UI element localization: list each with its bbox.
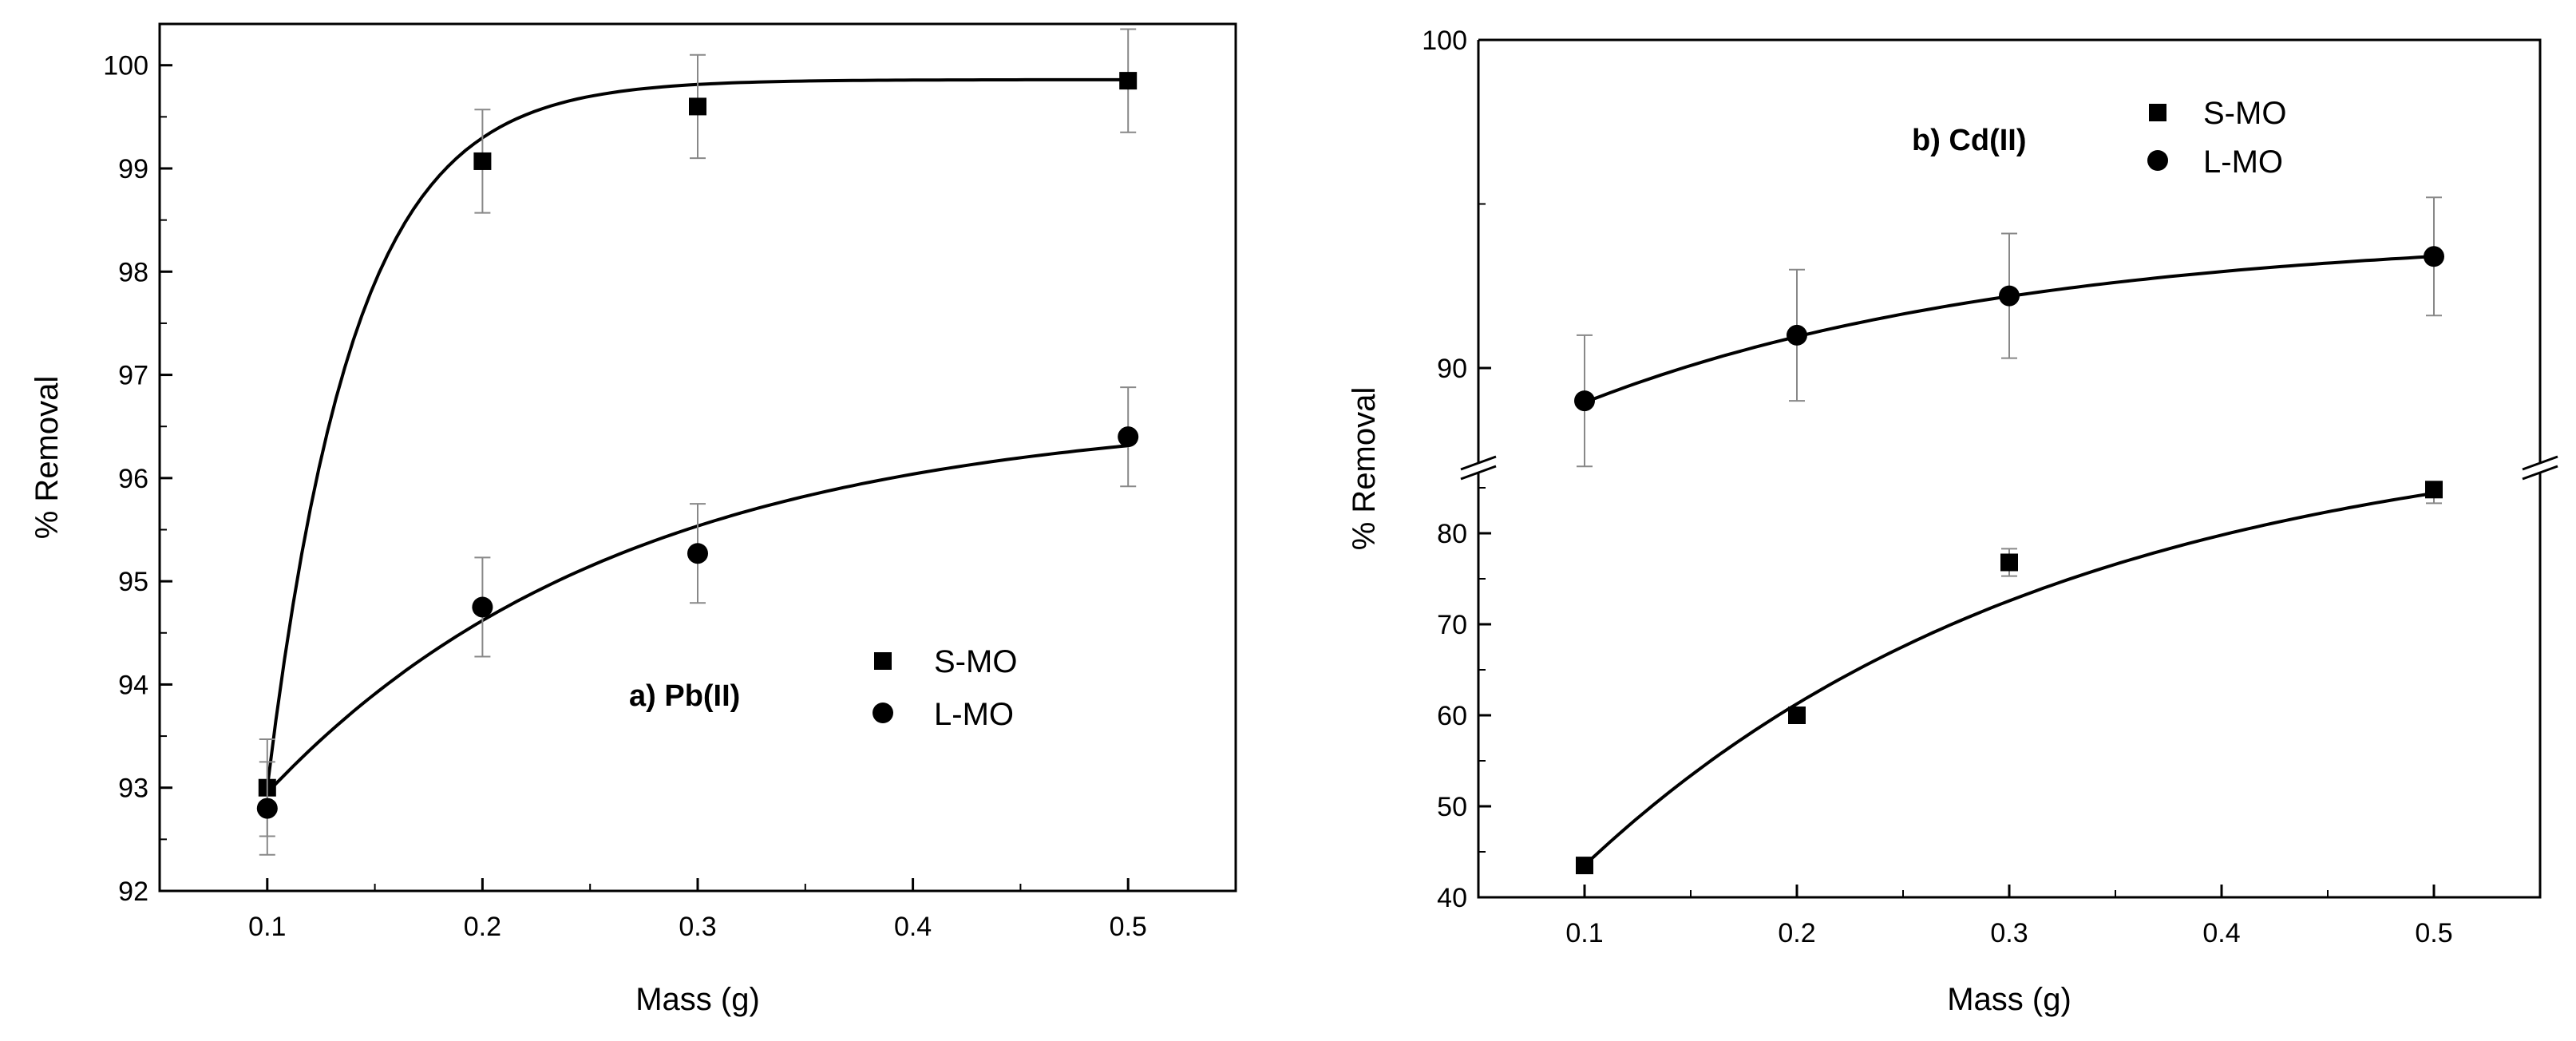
x-tick-label: 0.2 <box>464 912 501 942</box>
data-point-s-mo <box>473 152 492 170</box>
y-tick-label: 95 <box>118 567 148 597</box>
y-tick-label: 97 <box>118 361 148 391</box>
y-tick-label: 96 <box>118 464 148 494</box>
panel-b-legend: S-MO L-MO <box>2147 96 2286 180</box>
panel-a-x-ticks: 0.1 0.2 0.3 0.4 0.5 <box>159 878 1147 942</box>
axis-break-mark <box>2522 455 2558 471</box>
panel-a-y-axis-title: % Removal <box>30 376 65 540</box>
y-tick-label: 50 <box>1437 792 1467 822</box>
y-tick-label: 40 <box>1437 883 1467 913</box>
data-point-l-mo <box>687 543 708 564</box>
y-tick-label: 100 <box>103 51 148 81</box>
y-tick-label: 98 <box>118 257 148 287</box>
panel-a-y-ticks: 92 93 94 95 96 97 98 99 100 <box>103 51 172 907</box>
x-tick-label: 0.4 <box>894 912 932 942</box>
axis-break-mark <box>2522 465 2558 481</box>
x-tick-label: 0.2 <box>1778 918 1815 948</box>
panel-a-x-axis-title: Mass (g) <box>635 982 760 1017</box>
data-point-s-mo <box>1576 857 1593 875</box>
y-tick-label: 90 <box>1437 354 1467 384</box>
panel-a-pb: 0.1 0.2 0.3 0.4 0.5 92 93 94 95 96 97 98 99 100 Mass… <box>30 22 1237 1017</box>
panel-b-y-axis-title: % Removal <box>1347 387 1382 551</box>
panel-a-annotation: a) Pb(II) <box>629 679 740 713</box>
y-tick-label: 100 <box>1422 26 1467 56</box>
data-point-l-mo <box>1574 390 1595 412</box>
data-point-s-mo <box>2000 553 2018 572</box>
data-point-l-mo <box>256 798 278 819</box>
y-tick-label: 80 <box>1437 519 1467 549</box>
panel-a-legend: S-MO L-MO <box>873 644 1017 732</box>
data-point-s-mo <box>1119 72 1138 90</box>
y-tick-label: 92 <box>118 877 148 907</box>
x-tick-label: 0.1 <box>248 912 286 942</box>
panel-b-cd: 0.1 0.2 0.3 0.4 0.5 90 100 40 50 60 70 80 Mass (g)… <box>1347 26 2558 1017</box>
y-tick-label: 94 <box>118 670 148 700</box>
x-tick-label: 0.3 <box>1990 918 2028 948</box>
axis-break-mark <box>1460 455 1497 471</box>
panel-a-legend-l-mo: L-MO <box>934 697 1014 732</box>
panel-a-legend-s-mo: S-MO <box>934 644 1017 679</box>
panel-a-plot-area <box>256 28 1139 856</box>
panel-b-annotation: b) Cd(II) <box>1912 124 2027 157</box>
x-tick-label: 0.3 <box>679 912 716 942</box>
y-tick-label: 70 <box>1437 610 1467 640</box>
data-point-l-mo <box>472 596 493 618</box>
fit-curve-s-mo <box>1583 491 2435 867</box>
y-tick-label: 93 <box>118 774 148 804</box>
y-tick-label: 60 <box>1437 701 1467 731</box>
data-point-l-mo <box>2424 246 2444 267</box>
panel-b-axis-break-marks <box>1460 455 2558 481</box>
data-point-s-mo <box>1788 707 1806 724</box>
fit-curve-l-mo <box>266 444 1129 794</box>
panel-b-y-ticks: 90 100 40 50 60 70 80 <box>1422 26 1491 913</box>
panel-b-x-axis-title: Mass (g) <box>1947 982 2071 1017</box>
x-tick-label: 0.4 <box>2202 918 2240 948</box>
panel-a-legend-square-marker <box>874 652 892 670</box>
panel-b-legend-s-mo: S-MO <box>2203 96 2286 131</box>
panel-b-plot-area <box>1574 196 2444 875</box>
panel-b-legend-circle-marker <box>2147 150 2168 171</box>
panel-b-plot-frame <box>1477 38 2542 899</box>
data-point-l-mo <box>1787 324 1807 346</box>
panel-b-legend-l-mo: L-MO <box>2203 144 2283 180</box>
data-point-l-mo <box>1118 426 1139 448</box>
panel-b-legend-square-marker <box>2149 104 2166 121</box>
axis-break-mark <box>1460 465 1497 481</box>
data-point-s-mo <box>689 97 706 116</box>
y-tick-label: 99 <box>118 154 148 184</box>
data-point-s-mo <box>2425 481 2443 499</box>
panel-b-x-ticks: 0.1 0.2 0.3 0.4 0.5 <box>1478 885 2453 948</box>
x-tick-label: 0.1 <box>1565 918 1603 948</box>
x-tick-label: 0.5 <box>1110 912 1147 942</box>
panel-a-legend-circle-marker <box>873 703 893 723</box>
data-point-l-mo <box>1999 285 2020 307</box>
x-tick-label: 0.5 <box>2415 918 2452 948</box>
